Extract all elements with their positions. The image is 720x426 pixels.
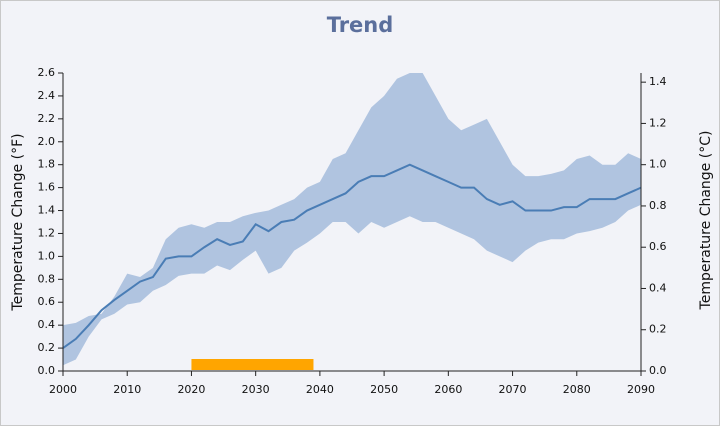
- y-tick-label: 1.2: [38, 226, 56, 239]
- y2-tick-label: 1.4: [649, 75, 667, 88]
- highlight-period: [191, 359, 314, 370]
- x-tick-label: 2040: [306, 383, 334, 396]
- x-tick-label: 2070: [499, 383, 527, 396]
- x-tick-label: 2060: [434, 383, 462, 396]
- y2-axis-title: Temperature Change (°C): [698, 131, 714, 311]
- x-tick-label: 2090: [627, 383, 655, 396]
- y-tick-label: 0.8: [38, 272, 56, 285]
- y2-tick-label: 0.6: [649, 240, 667, 253]
- y-tick-label: 1.8: [38, 158, 56, 171]
- y-tick-label: 2.4: [38, 89, 56, 102]
- y2-tick-label: 0.4: [649, 281, 667, 294]
- y-tick-label: 2.0: [38, 135, 56, 148]
- y2-tick-label: 0.2: [649, 323, 667, 336]
- chart-title: Trend: [327, 13, 394, 37]
- x-tick-label: 2080: [563, 383, 591, 396]
- trend-line: [62, 163, 642, 349]
- y2-tick-label: 0.8: [649, 199, 667, 212]
- y-axis-title: Temperature Change (°F): [10, 133, 26, 311]
- y2-tick-label: 0.0: [649, 364, 667, 377]
- y-tick-label: 0.4: [38, 318, 56, 331]
- x-tick-label: 2010: [113, 383, 141, 396]
- y-tick-label: 0.2: [38, 341, 56, 354]
- x-tick-label: 2000: [49, 383, 77, 396]
- y2-tick-label: 1.0: [649, 158, 667, 171]
- x-tick-label: 2030: [242, 383, 270, 396]
- y-tick-label: 1.4: [38, 204, 56, 217]
- y-tick-label: 2.2: [38, 112, 56, 125]
- y-tick-label: 1.0: [38, 249, 56, 262]
- y-tick-label: 2.6: [38, 66, 56, 79]
- y-tick-label: 0.6: [38, 295, 56, 308]
- x-tick-label: 2050: [370, 383, 398, 396]
- uncertainty-band: [63, 73, 641, 366]
- y-tick-label: 1.6: [38, 181, 56, 194]
- x-tick-label: 2020: [177, 383, 205, 396]
- y2-tick-label: 1.2: [649, 116, 667, 129]
- y-tick-label: 0.0: [38, 364, 56, 377]
